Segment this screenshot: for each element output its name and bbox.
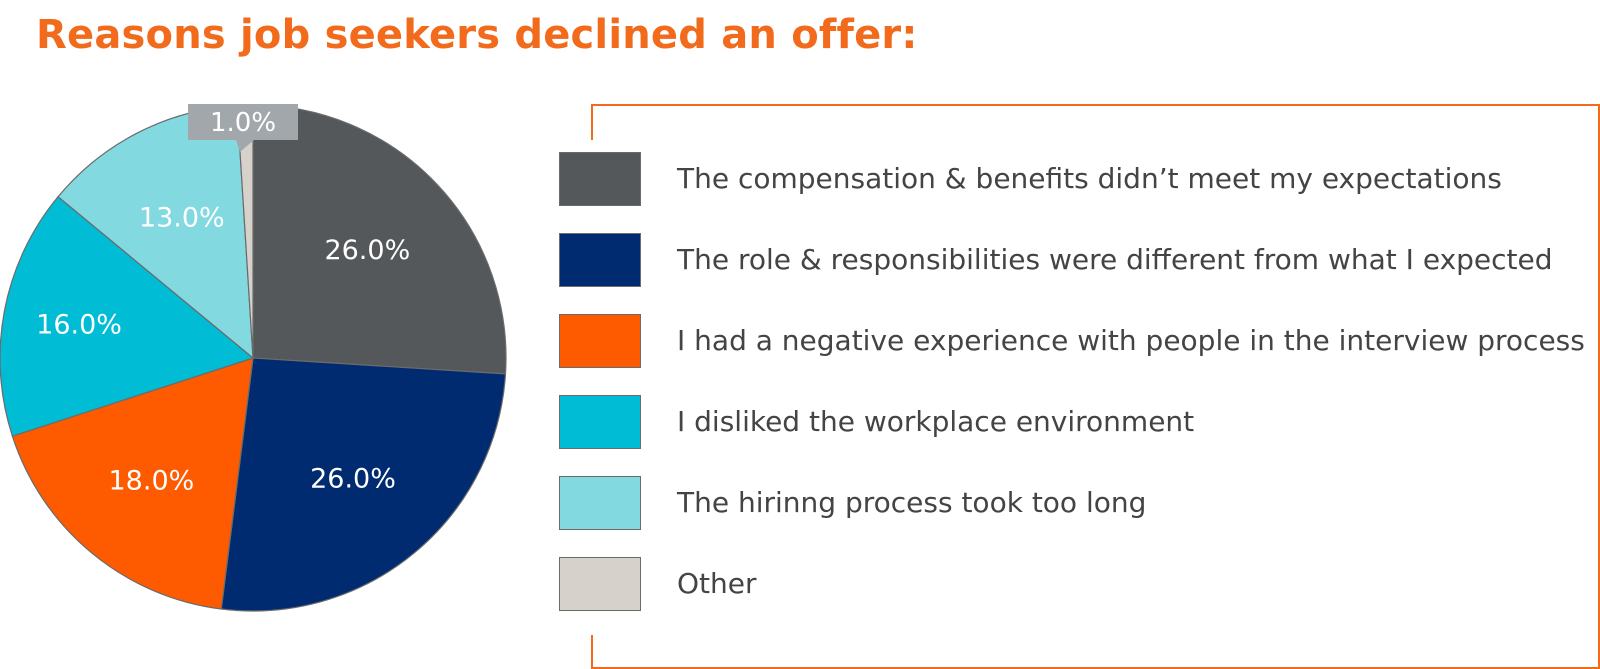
- chart-title: Reasons job seekers declined an offer:: [36, 12, 918, 58]
- legend: The compensation & benefits didn’t meet …: [559, 152, 1585, 638]
- legend-frame: [591, 104, 1600, 669]
- legend-swatch: [559, 152, 641, 206]
- legend-frame-left-bottom: [591, 635, 593, 669]
- pie-chart: 26.0% 26.0% 18.0% 16.0% 13.0% 1.0%: [0, 104, 507, 612]
- legend-swatch: [559, 476, 641, 530]
- legend-item-workplace: I disliked the workplace environment: [559, 395, 1585, 476]
- slice-label-role: 26.0%: [310, 463, 396, 494]
- legend-swatch: [559, 395, 641, 449]
- legend-item-interview: I had a negative experience with people …: [559, 314, 1585, 395]
- pie-slice-workplace: [0, 195, 255, 437]
- slice-label-interview: 18.0%: [109, 465, 195, 496]
- legend-label: The role & responsibilities were differe…: [677, 243, 1553, 276]
- pie-slice-compensation: [252, 104, 507, 375]
- legend-item-hiring-process: The hirinng process took too long: [559, 476, 1585, 557]
- pie-slice-role: [220, 357, 507, 612]
- slice-label-other: 1.0%: [210, 108, 276, 138]
- legend-label: I had a negative experience with people …: [677, 324, 1585, 357]
- legend-item-other: Other: [559, 557, 1585, 638]
- legend-label: The compensation & benefits didn’t meet …: [677, 162, 1502, 195]
- slice-label-workplace: 16.0%: [36, 309, 122, 340]
- slice-label-hiring-process: 13.0%: [139, 203, 225, 234]
- pie-slice-interview: [11, 357, 254, 610]
- legend-frame-left-top: [591, 104, 593, 140]
- slice-label-compensation: 26.0%: [324, 235, 410, 266]
- legend-swatch: [559, 233, 641, 287]
- legend-item-role: The role & responsibilities were differe…: [559, 233, 1585, 314]
- legend-swatch: [559, 557, 641, 611]
- legend-label: The hirinng process took too long: [677, 486, 1147, 519]
- callout-box-other: [188, 104, 298, 152]
- legend-label: I disliked the workplace environment: [677, 405, 1195, 438]
- legend-swatch: [559, 314, 641, 368]
- legend-label: Other: [677, 567, 757, 600]
- legend-item-compensation: The compensation & benefits didn’t meet …: [559, 152, 1585, 233]
